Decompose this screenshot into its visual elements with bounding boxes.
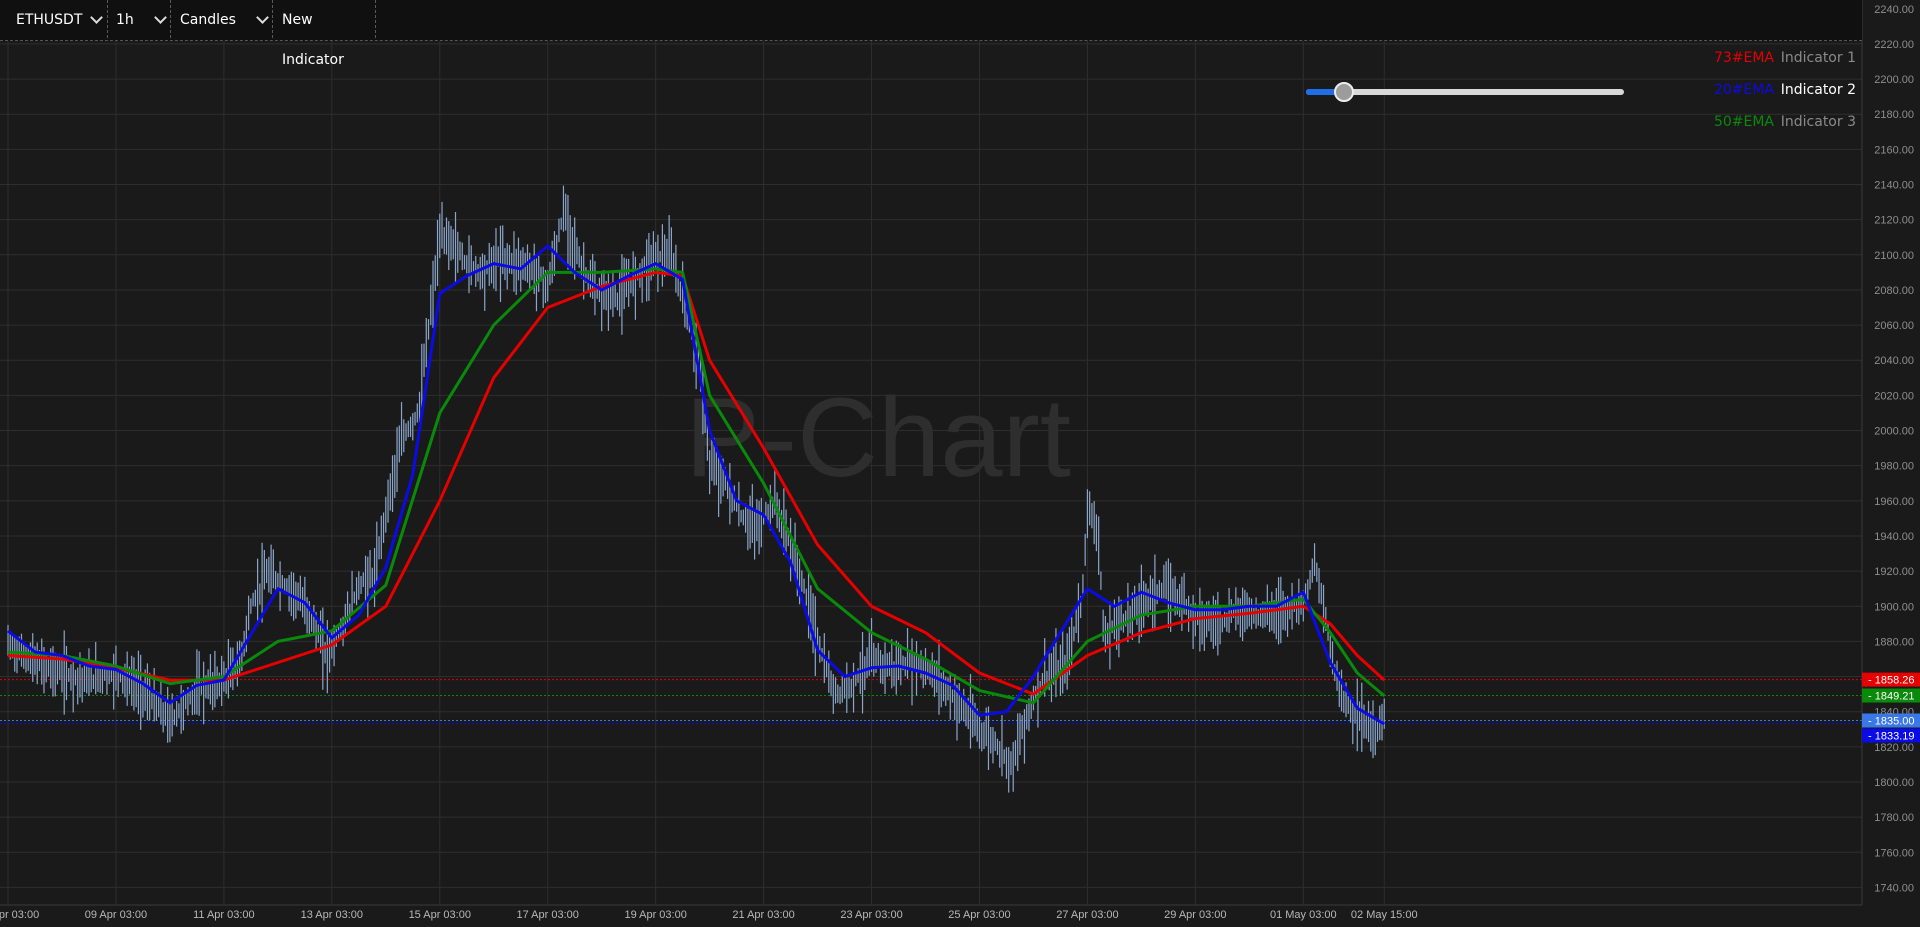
indicator-2-name[interactable]: Indicator 2 [1780,82,1856,98]
indicator-1-name[interactable]: Indicator 1 [1780,50,1856,66]
time-tick-label: 21 Apr 03:00 [732,909,794,921]
time-tick-label: 02 May 15:00 [1351,909,1418,921]
interval-selector[interactable]: 1h [108,0,171,38]
price-tag-label: - 1858.26 [1868,675,1914,687]
time-tick-label: 01 May 03:00 [1270,909,1337,921]
price-tick-label: 2080.00 [1874,285,1914,297]
price-tags: - 1858.26 - 1849.21 - 1835.00 - 1833.19 [1862,672,1920,743]
ema-line [7,270,1386,696]
chevron-down-icon [90,11,103,24]
indicator-3-name[interactable]: Indicator 3 [1780,114,1856,130]
price-tick-label: 1820.00 [1874,742,1914,754]
price-tick-label: 1900.00 [1874,601,1914,613]
price-tag-background [1862,688,1920,703]
time-tick-label: 09 Apr 03:00 [85,909,147,921]
price-tag-background [1862,672,1920,687]
chevron-down-icon [154,11,167,24]
ema-line [7,244,1386,726]
legend-row-indicator-3[interactable]: 50#EMA Indicator 3 [1296,110,1856,142]
price-tick-label: 1960.00 [1874,496,1914,508]
price-tick-label: 2000.00 [1874,426,1914,438]
price-tag-label: - 1835.00 [1868,715,1914,727]
legend-row-indicator-1[interactable]: 73#EMA Indicator 1 [1296,46,1856,78]
slider-thumb[interactable] [1334,82,1355,102]
slider-track[interactable] [1306,89,1624,95]
chevron-down-icon [256,11,269,24]
price-axis[interactable]: 1740.001760.001780.001800.001820.001840.… [1874,4,1914,895]
time-tick-label: 13 Apr 03:00 [301,909,363,921]
price-bars [7,185,1385,793]
time-tick-label: 29 Apr 03:00 [1164,909,1226,921]
top-toolbar: ETHUSDT 1h Candles New Indicator [0,0,1862,68]
indicator-2-ema-label: 20#EMA [1713,82,1774,98]
price-tick-label: 1980.00 [1874,461,1914,473]
price-tick-label: 2120.00 [1874,215,1914,227]
price-tag-label: - 1849.21 [1868,691,1914,703]
time-tick-label: 15 Apr 03:00 [409,909,471,921]
chart-type-label: Candles [180,12,236,28]
price-tick-label: 2200.00 [1874,74,1914,86]
price-tick-label: 2040.00 [1874,355,1914,367]
time-tick-label: 23 Apr 03:00 [840,909,902,921]
price-tick-label: 2220.00 [1874,39,1914,51]
price-tick-label: 1760.00 [1874,847,1914,859]
ema-line [7,267,1386,705]
time-tick-label: 11 Apr 03:00 [193,909,255,921]
slider-fill [1306,89,1345,95]
new-indicator-label: New Indicator [282,12,344,68]
chart-plot-background [0,0,1862,905]
price-tick-label: 2060.00 [1874,320,1914,332]
price-tick-label: 2100.00 [1874,250,1914,262]
indicator-1-ema-label: 73#EMA [1713,50,1774,66]
time-tick-label: 07 Apr 03:00 [0,909,39,921]
indicator-3-ema-label: 50#EMA [1713,114,1774,130]
price-tick-label: 1940.00 [1874,531,1914,543]
time-tick-label: 27 Apr 03:00 [1056,909,1118,921]
ema-lines [7,244,1386,726]
indicator-period-slider[interactable] [1306,82,1624,102]
new-indicator-button[interactable]: New Indicator [273,0,376,68]
time-tick-label: 17 Apr 03:00 [517,909,579,921]
legend-row-indicator-2[interactable]: 20#EMA Indicator 2 [1296,78,1856,110]
price-tick-label: 1780.00 [1874,812,1914,824]
symbol-selector[interactable]: ETHUSDT [0,0,108,38]
chart-type-selector[interactable]: Candles [171,0,273,38]
price-tick-label: 1740.00 [1874,882,1914,894]
time-tick-label: 19 Apr 03:00 [624,909,686,921]
price-axis-background [1862,0,1920,927]
price-tick-label: 2160.00 [1874,144,1914,156]
symbol-label: ETHUSDT [16,12,83,28]
watermark: P-Chart [685,375,1071,500]
interval-label: 1h [116,12,134,28]
price-tick-label: 1920.00 [1874,566,1914,578]
price-tag-background [1862,728,1920,743]
chart-grid [0,0,1862,905]
price-tag-label: - 1833.19 [1868,730,1914,742]
price-tag-background [1862,713,1920,728]
price-tick-label: 2020.00 [1874,390,1914,402]
price-tick-label: 1800.00 [1874,777,1914,789]
price-tick-label: 2180.00 [1874,109,1914,121]
time-axis[interactable]: 07 Apr 03:00 09 Apr 03:00 11 Apr 03:00 13 A… [0,909,1418,921]
indicator-legend: 73#EMA Indicator 1 20#EMA Indicator 2 50… [1296,46,1856,142]
price-tick-label: 2140.00 [1874,180,1914,192]
price-tick-label: 2240.00 [1874,4,1914,16]
price-tick-label: 1880.00 [1874,636,1914,648]
time-tick-label: 25 Apr 03:00 [948,909,1010,921]
